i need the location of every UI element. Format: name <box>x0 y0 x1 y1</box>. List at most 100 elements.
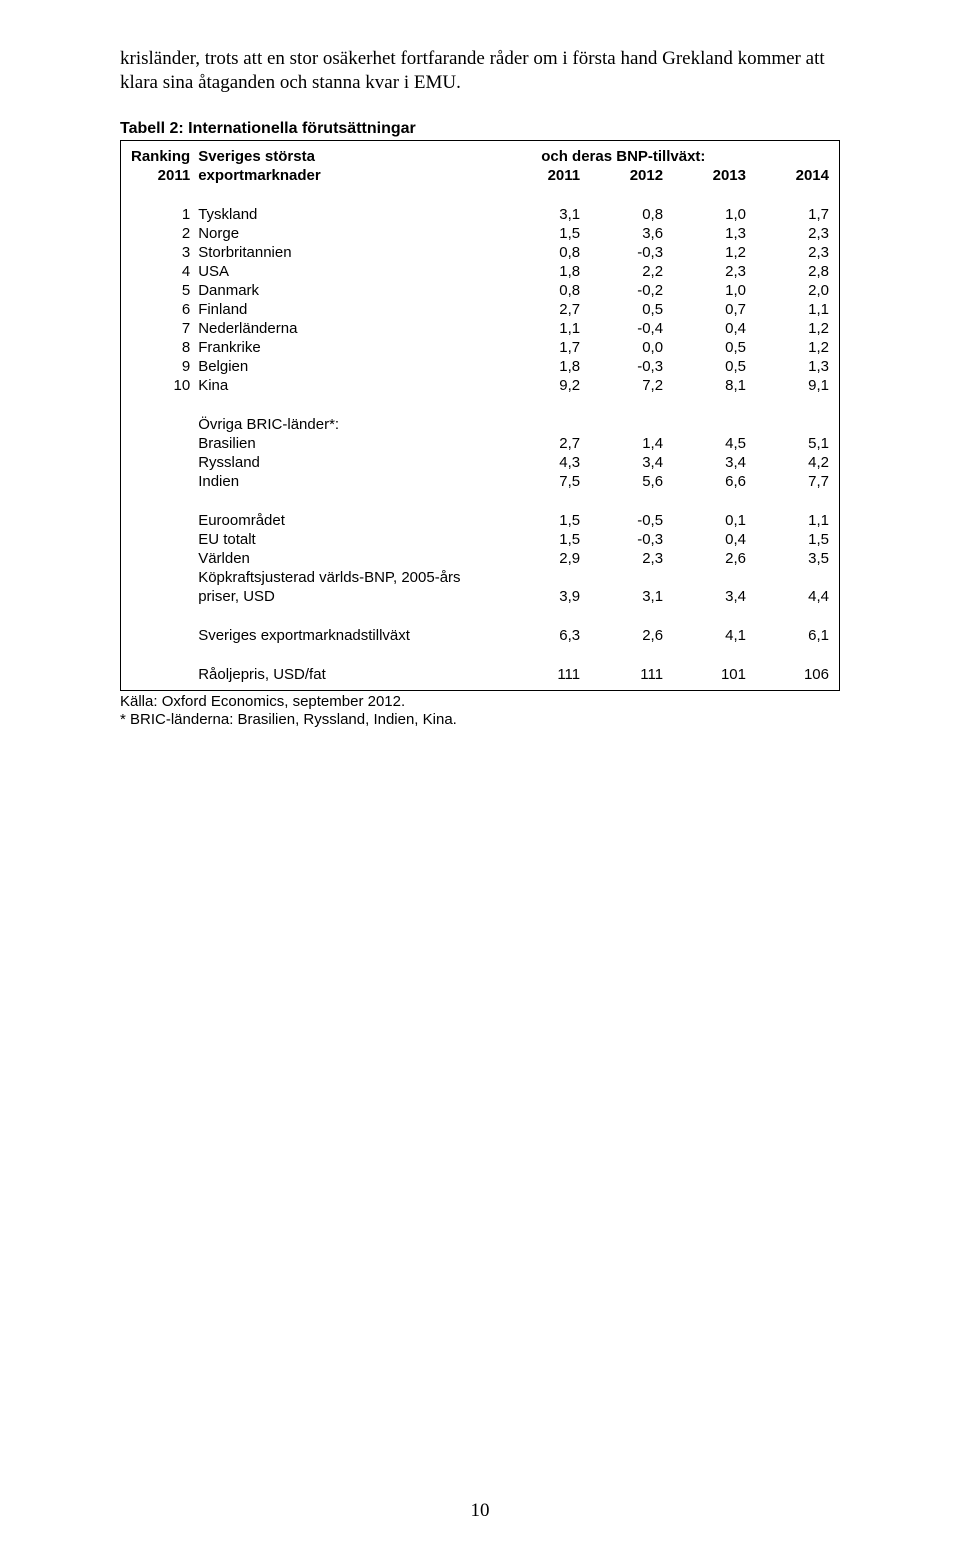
row-value: -0,3 <box>584 243 667 262</box>
row-value: 0,4 <box>667 319 750 338</box>
oil-0: 111 <box>501 665 584 684</box>
row-value: 2,6 <box>667 549 750 568</box>
table-row: Brasilien2,71,44,55,1 <box>127 434 833 453</box>
export-growth-0: 6,3 <box>501 626 584 645</box>
row-value: 4,2 <box>750 453 833 472</box>
data-table: Ranking Sveriges största och deras BNP-t… <box>127 147 833 684</box>
ppp-label-line1: Köpkraftsjusterad världs-BNP, 2005-års <box>194 568 501 587</box>
row-value: 9,1 <box>750 376 833 395</box>
row-label: Världen <box>194 549 501 568</box>
bric-header-label: Övriga BRIC-länder*: <box>194 415 501 434</box>
row-value: 0,4 <box>667 530 750 549</box>
row-value: 3,4 <box>584 453 667 472</box>
row-label: Norge <box>194 224 501 243</box>
row-rank: 7 <box>127 319 194 338</box>
row-label: Kina <box>194 376 501 395</box>
table-row: 6Finland2,70,50,71,1 <box>127 300 833 319</box>
row-value: 0,8 <box>501 281 584 300</box>
row-value: 0,8 <box>501 243 584 262</box>
row-rank <box>127 511 194 530</box>
footnote-1: Källa: Oxford Economics, september 2012. <box>120 693 840 712</box>
row-value: 1,0 <box>667 205 750 224</box>
row-rank <box>127 530 194 549</box>
oil-row: Råoljepris, USD/fat 111 111 101 106 <box>127 665 833 684</box>
row-value: -0,5 <box>584 511 667 530</box>
row-rank: 6 <box>127 300 194 319</box>
row-value: 1,5 <box>501 530 584 549</box>
row-label: Indien <box>194 472 501 491</box>
row-value: 2,3 <box>584 549 667 568</box>
row-value: 1,5 <box>750 530 833 549</box>
row-value: 4,5 <box>667 434 750 453</box>
row-rank <box>127 434 194 453</box>
row-value: 2,7 <box>501 300 584 319</box>
row-value: 1,7 <box>750 205 833 224</box>
row-value: -0,3 <box>584 357 667 376</box>
row-rank <box>127 549 194 568</box>
row-label: Finland <box>194 300 501 319</box>
hdr-ranking: Ranking <box>127 147 194 166</box>
row-rank: 3 <box>127 243 194 262</box>
export-growth-label: Sveriges exportmarknadstillväxt <box>194 626 501 645</box>
row-label: Tyskland <box>194 205 501 224</box>
row-label: Frankrike <box>194 338 501 357</box>
row-value: 7,7 <box>750 472 833 491</box>
row-value: 1,1 <box>750 511 833 530</box>
row-value: 2,9 <box>501 549 584 568</box>
row-value: 2,2 <box>584 262 667 281</box>
ppp-label-line2: priser, USD <box>194 587 501 606</box>
hdr-year-3: 2014 <box>750 166 833 185</box>
table-row: 5Danmark0,8-0,21,02,0 <box>127 281 833 300</box>
hdr-label-line1: Sveriges största <box>194 147 501 166</box>
row-value: 1,1 <box>750 300 833 319</box>
table-row: Ryssland4,33,43,44,2 <box>127 453 833 472</box>
row-rank: 1 <box>127 205 194 224</box>
row-value: 1,8 <box>501 357 584 376</box>
row-label: EU totalt <box>194 530 501 549</box>
row-label: Nederländerna <box>194 319 501 338</box>
hdr-label-line2: exportmarknader <box>194 166 501 185</box>
row-value: 4,3 <box>501 453 584 472</box>
header-row-2: 2011 exportmarknader 2011 2012 2013 2014 <box>127 166 833 185</box>
table-row: 4USA1,82,22,32,8 <box>127 262 833 281</box>
row-value: 1,2 <box>667 243 750 262</box>
ppp-val-3: 4,4 <box>750 587 833 606</box>
row-value: 1,4 <box>584 434 667 453</box>
row-value: -0,4 <box>584 319 667 338</box>
hdr-right-label: och deras BNP-tillväxt: <box>501 147 833 166</box>
hdr-year-1: 2012 <box>584 166 667 185</box>
row-value: 1,8 <box>501 262 584 281</box>
table-row: Euroområdet1,5-0,50,11,1 <box>127 511 833 530</box>
row-label: Brasilien <box>194 434 501 453</box>
table-title: Tabell 2: Internationella förutsättninga… <box>120 120 840 138</box>
row-value: 0,5 <box>667 357 750 376</box>
row-label: USA <box>194 262 501 281</box>
row-value: 2,3 <box>750 224 833 243</box>
ppp-row-line1: Köpkraftsjusterad världs-BNP, 2005-års <box>127 568 833 587</box>
row-label: Euroområdet <box>194 511 501 530</box>
export-growth-3: 6,1 <box>750 626 833 645</box>
row-rank: 9 <box>127 357 194 376</box>
row-label: Danmark <box>194 281 501 300</box>
ppp-val-2: 3,4 <box>667 587 750 606</box>
row-value: 1,2 <box>750 338 833 357</box>
row-value: 3,1 <box>501 205 584 224</box>
row-label: Belgien <box>194 357 501 376</box>
footnotes: Källa: Oxford Economics, september 2012.… <box>120 693 840 731</box>
table-row: Indien7,55,66,67,7 <box>127 472 833 491</box>
ppp-val-0: 3,9 <box>501 587 584 606</box>
row-value: 1,0 <box>667 281 750 300</box>
intro-paragraph: krisländer, trots att en stor osäkerhet … <box>120 47 840 96</box>
row-rank <box>127 472 194 491</box>
row-value: 2,0 <box>750 281 833 300</box>
footnote-2: * BRIC-länderna: Brasilien, Ryssland, In… <box>120 711 840 730</box>
page-number: 10 <box>0 1500 960 1522</box>
row-label: Ryssland <box>194 453 501 472</box>
row-label: Storbritannien <box>194 243 501 262</box>
row-value: 1,7 <box>501 338 584 357</box>
row-value: -0,2 <box>584 281 667 300</box>
header-row-1: Ranking Sveriges största och deras BNP-t… <box>127 147 833 166</box>
row-value: 7,2 <box>584 376 667 395</box>
row-value: 6,6 <box>667 472 750 491</box>
table-row: 9Belgien1,8-0,30,51,3 <box>127 357 833 376</box>
